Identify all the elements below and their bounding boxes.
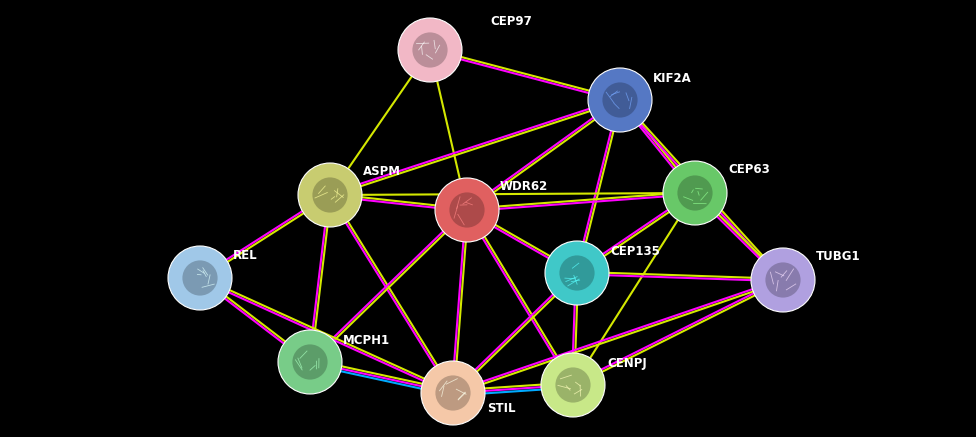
Circle shape: [555, 368, 590, 402]
Text: ASPM: ASPM: [363, 165, 401, 178]
Text: STIL: STIL: [487, 402, 515, 415]
Circle shape: [398, 18, 462, 82]
Circle shape: [559, 255, 594, 291]
Circle shape: [545, 241, 609, 305]
Circle shape: [765, 262, 800, 298]
Text: KIF2A: KIF2A: [653, 72, 692, 85]
Text: CEP135: CEP135: [610, 245, 660, 258]
Circle shape: [421, 361, 485, 425]
Circle shape: [588, 68, 652, 132]
Circle shape: [278, 330, 342, 394]
Circle shape: [751, 248, 815, 312]
Circle shape: [677, 175, 712, 211]
Text: CEP97: CEP97: [490, 15, 532, 28]
Circle shape: [602, 83, 637, 118]
Circle shape: [435, 375, 470, 411]
Circle shape: [298, 163, 362, 227]
Text: TUBG1: TUBG1: [816, 250, 861, 263]
Text: WDR62: WDR62: [500, 180, 549, 193]
Circle shape: [413, 32, 448, 68]
Circle shape: [663, 161, 727, 225]
Circle shape: [293, 344, 328, 380]
Text: MCPH1: MCPH1: [343, 334, 390, 347]
Text: REL: REL: [233, 249, 258, 262]
Circle shape: [312, 177, 347, 212]
Circle shape: [435, 178, 499, 242]
Text: CEP63: CEP63: [728, 163, 770, 176]
Text: CENPJ: CENPJ: [607, 357, 647, 370]
Circle shape: [449, 192, 485, 228]
Circle shape: [183, 260, 218, 295]
Circle shape: [168, 246, 232, 310]
Circle shape: [541, 353, 605, 417]
